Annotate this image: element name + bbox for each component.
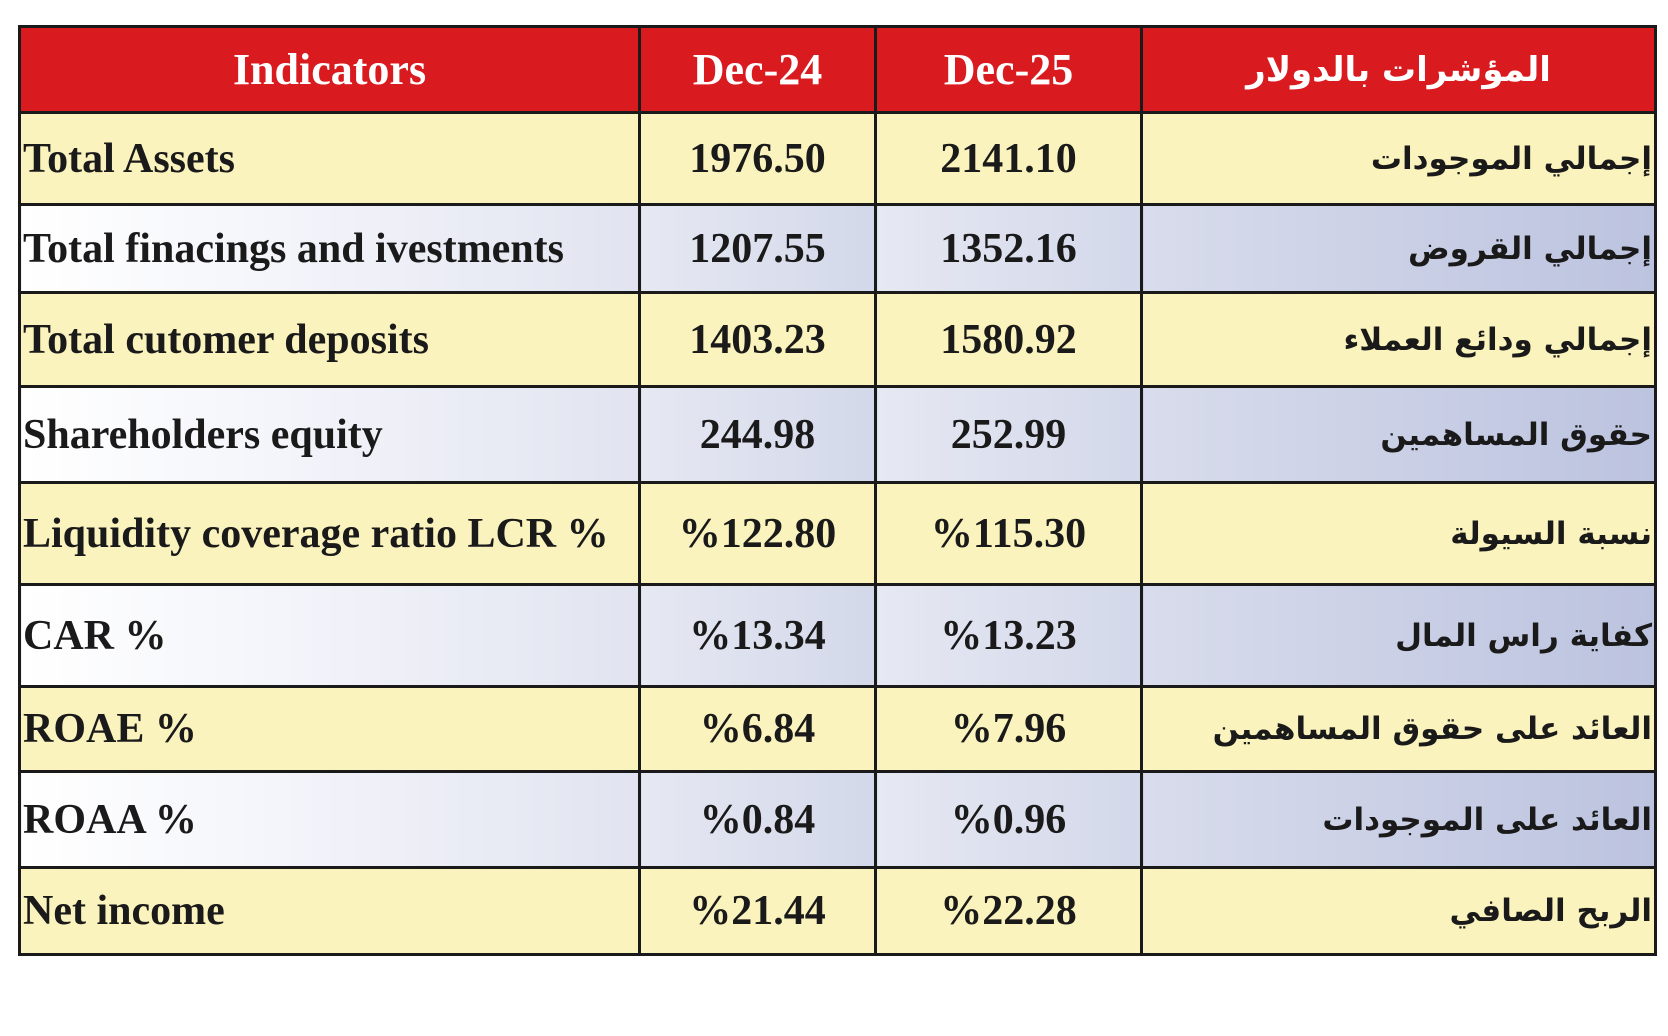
indicator-name: Liquidity coverage ratio LCR % xyxy=(18,481,641,586)
indicator-name-arabic: حقوق المساهمين xyxy=(1140,385,1657,484)
table-row: Net income %21.44 %22.28 الربح الصافي xyxy=(18,866,1657,956)
header-row: Indicators Dec-24 Dec-25 المؤشرات بالدول… xyxy=(18,25,1657,114)
table-row: ROAE % %6.84 %7.96 العائد على حقوق المساهمي… xyxy=(18,685,1657,773)
indicator-name-arabic: الربح الصافي xyxy=(1140,866,1657,956)
indicators-table: Indicators Dec-24 Dec-25 المؤشرات بالدول… xyxy=(18,25,1657,956)
value-dec-25: 1580.92 xyxy=(874,291,1143,388)
table-row: Total cutomer deposits 1403.23 1580.92 إجما… xyxy=(18,291,1657,388)
table-row: Total finacings and ivestments 1207.55 135… xyxy=(18,203,1657,294)
value-dec-25: %7.96 xyxy=(874,685,1143,773)
value-dec-24: %122.80 xyxy=(638,481,877,586)
indicator-name-arabic: كفاية راس المال xyxy=(1140,583,1657,688)
table-row: CAR % %13.34 %13.23 كفاية راس المال xyxy=(18,583,1657,688)
table-row: Shareholders equity 244.98 252.99 حقوق المس… xyxy=(18,385,1657,484)
indicator-name-arabic: إجمالي القروض xyxy=(1140,203,1657,294)
value-dec-24: %6.84 xyxy=(638,685,877,773)
value-dec-24: %13.34 xyxy=(638,583,877,688)
header-dec-25: Dec-25 xyxy=(874,25,1143,114)
value-dec-24: %21.44 xyxy=(638,866,877,956)
indicator-name-arabic: إجمالي ودائع العملاء xyxy=(1140,291,1657,388)
value-dec-25: %22.28 xyxy=(874,866,1143,956)
value-dec-24: 1976.50 xyxy=(638,111,877,206)
indicator-name-arabic: العائد على حقوق المساهمين xyxy=(1140,685,1657,773)
value-dec-25: %115.30 xyxy=(874,481,1143,586)
value-dec-25: 2141.10 xyxy=(874,111,1143,206)
indicator-name: Net income xyxy=(18,866,641,956)
indicator-name-arabic: إجمالي الموجودات xyxy=(1140,111,1657,206)
indicator-name: ROAA % xyxy=(18,770,641,869)
value-dec-25: 1352.16 xyxy=(874,203,1143,294)
indicator-name: CAR % xyxy=(18,583,641,688)
value-dec-24: 244.98 xyxy=(638,385,877,484)
value-dec-24: 1403.23 xyxy=(638,291,877,388)
indicator-name: Total Assets xyxy=(18,111,641,206)
value-dec-25: %13.23 xyxy=(874,583,1143,688)
indicator-name-arabic: العائد على الموجودات xyxy=(1140,770,1657,869)
header-indicators-arabic: المؤشرات بالدولار xyxy=(1140,25,1657,114)
indicator-name: Shareholders equity xyxy=(18,385,641,484)
table-row: Liquidity coverage ratio LCR % %122.80 %11… xyxy=(18,481,1657,586)
table-row: Total Assets 1976.50 2141.10 إجمالي الموجود… xyxy=(18,111,1657,206)
value-dec-24: 1207.55 xyxy=(638,203,877,294)
value-dec-25: 252.99 xyxy=(874,385,1143,484)
indicator-name-arabic: نسبة السيولة xyxy=(1140,481,1657,586)
indicator-name: Total cutomer deposits xyxy=(18,291,641,388)
value-dec-25: %0.96 xyxy=(874,770,1143,869)
table-body: Total Assets 1976.50 2141.10 إجمالي الموجود… xyxy=(18,111,1657,956)
table-row: ROAA % %0.84 %0.96 العائد على الموجودات xyxy=(18,770,1657,869)
header-dec-24: Dec-24 xyxy=(638,25,877,114)
header-indicators: Indicators xyxy=(18,25,641,114)
indicator-name: Total finacings and ivestments xyxy=(18,203,641,294)
indicator-name: ROAE % xyxy=(18,685,641,773)
value-dec-24: %0.84 xyxy=(638,770,877,869)
